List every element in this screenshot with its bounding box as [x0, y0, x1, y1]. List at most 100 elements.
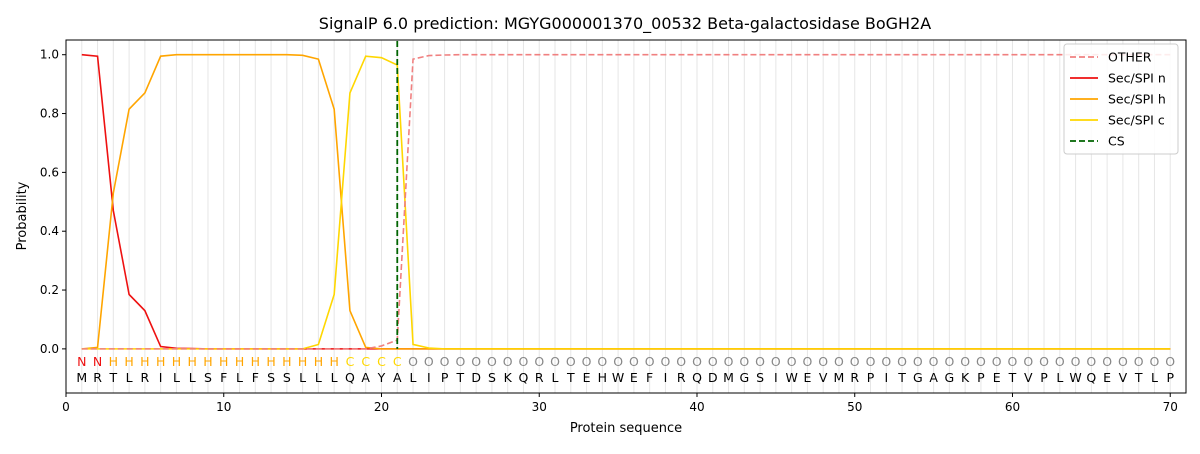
region-label: H: [187, 354, 196, 369]
x-tick-label: 40: [689, 400, 704, 414]
region-label: H: [251, 354, 260, 369]
residue-label: S: [283, 370, 291, 385]
y-tick-label: 0.2: [40, 283, 59, 297]
residue-label: L: [410, 370, 417, 385]
region-label: O: [566, 354, 576, 369]
y-tick-label: 0.6: [40, 165, 59, 179]
residue-label: W: [612, 370, 624, 385]
region-label: O: [1118, 354, 1128, 369]
x-tick-label: 10: [216, 400, 231, 414]
residue-label: W: [1069, 370, 1081, 385]
residue-label: L: [1151, 370, 1158, 385]
residue-label: F: [252, 370, 259, 385]
region-label: O: [960, 354, 970, 369]
series-line-sec-spi-c: [81, 55, 1171, 350]
region-label: O: [487, 354, 497, 369]
region-label: C: [361, 354, 370, 369]
region-label: O: [929, 354, 939, 369]
residue-label: I: [884, 370, 888, 385]
region-label: O: [408, 354, 418, 369]
region-label: O: [724, 354, 734, 369]
legend: OTHER Sec/SPI n Sec/SPI h Sec/SPI c CS: [1063, 43, 1179, 155]
residue-label: I: [159, 370, 163, 385]
residue-label: T: [456, 370, 465, 385]
residue-label: T: [1008, 370, 1017, 385]
residue-label: S: [204, 370, 212, 385]
region-label: O: [424, 354, 434, 369]
region-label: O: [645, 354, 655, 369]
residue-label: F: [220, 370, 227, 385]
region-label: H: [109, 354, 118, 369]
region-label: O: [503, 354, 513, 369]
x-tick-label: 50: [847, 400, 862, 414]
region-label: O: [629, 354, 639, 369]
residue-label: L: [315, 370, 322, 385]
region-label: H: [329, 354, 338, 369]
residue-label: R: [850, 370, 859, 385]
residue-label: I: [774, 370, 778, 385]
x-tick-label: 0: [62, 400, 70, 414]
region-label: O: [1086, 354, 1096, 369]
region-label: C: [393, 354, 402, 369]
residue-label: G: [739, 370, 749, 385]
region-label: C: [377, 354, 386, 369]
y-axis-label: Probability: [15, 181, 30, 250]
residue-label: K: [504, 370, 513, 385]
region-label: O: [1165, 354, 1175, 369]
residue-label: Q: [519, 370, 529, 385]
residue-label: H: [598, 370, 607, 385]
region-label: H: [298, 354, 307, 369]
residue-label: L: [299, 370, 306, 385]
y-tick-label: 0.8: [40, 107, 59, 121]
sequence-labels: NMNRHTHLHRHIHLHLHSHFHLHFHSHSHLHLHLCQCACY…: [76, 354, 1175, 385]
residue-label: R: [141, 370, 150, 385]
region-label: N: [77, 354, 86, 369]
residue-label: V: [819, 370, 828, 385]
residue-label: G: [945, 370, 955, 385]
residue-label: Q: [692, 370, 702, 385]
residue-label: S: [756, 370, 764, 385]
legend-label: Sec/SPI n: [1108, 71, 1166, 86]
region-label: O: [534, 354, 544, 369]
residue-label: L: [189, 370, 196, 385]
residue-label: D: [471, 370, 481, 385]
residue-label: L: [126, 370, 133, 385]
y-tick-label: 0.4: [40, 224, 59, 238]
region-label: O: [1134, 354, 1144, 369]
region-label: H: [203, 354, 212, 369]
residue-label: L: [552, 370, 559, 385]
residue-label: K: [961, 370, 970, 385]
residue-label: M: [834, 370, 845, 385]
residue-label: R: [93, 370, 102, 385]
residue-label: M: [76, 370, 87, 385]
residue-label: L: [331, 370, 338, 385]
region-label: H: [156, 354, 165, 369]
y-tick-label: 0.0: [40, 342, 59, 356]
residue-label: A: [929, 370, 938, 385]
region-label: O: [739, 354, 749, 369]
plot-frame: [65, 39, 1187, 394]
residue-label: P: [1040, 370, 1048, 385]
region-label: O: [1071, 354, 1081, 369]
region-label: O: [519, 354, 529, 369]
y-tick-label: 1.0: [40, 48, 59, 62]
region-label: O: [850, 354, 860, 369]
x-tick-label: 20: [374, 400, 389, 414]
chart-title: SignalP 6.0 prediction: MGYG000001370_00…: [319, 14, 931, 34]
region-label: H: [172, 354, 181, 369]
region-label: O: [1102, 354, 1112, 369]
axes: 0 10 20 30 40 50 60 70 0.0 0.2 0.4 0.6 0.8 1.0: [40, 48, 1178, 414]
region-label: H: [219, 354, 228, 369]
region-label: O: [913, 354, 923, 369]
region-label: H: [140, 354, 149, 369]
region-label: O: [471, 354, 481, 369]
region-label: O: [992, 354, 1002, 369]
region-label: O: [866, 354, 876, 369]
region-label: O: [897, 354, 907, 369]
residue-label: T: [109, 370, 118, 385]
region-label: O: [755, 354, 765, 369]
region-label: O: [1008, 354, 1018, 369]
region-label: H: [124, 354, 133, 369]
residue-label: I: [664, 370, 668, 385]
